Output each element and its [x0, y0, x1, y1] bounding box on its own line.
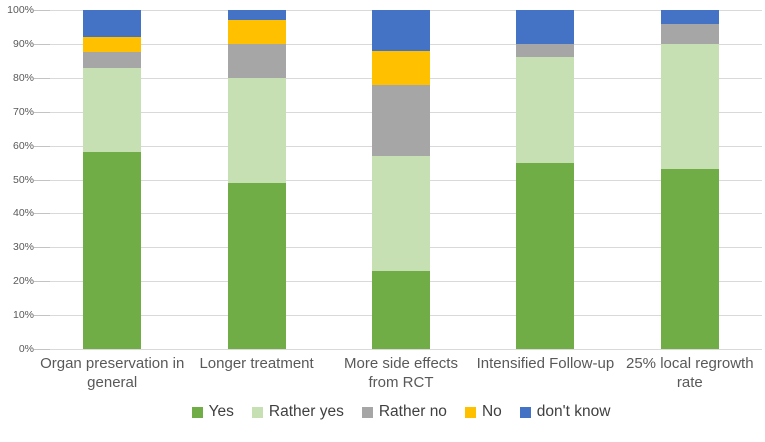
bar-stack	[372, 10, 430, 349]
y-axis-tick	[34, 349, 50, 350]
y-axis-tick-label: 10%	[12, 309, 34, 322]
bar-segment-yes	[227, 182, 286, 349]
y-axis-tick-label: 100%	[7, 4, 34, 16]
bar-segment-no	[372, 50, 430, 85]
y-axis-tick	[34, 315, 50, 317]
y-axis-tick	[34, 10, 50, 11]
legend-item: Yes	[191, 403, 234, 421]
bar-segment-don-t-know	[516, 10, 575, 44]
bar-segment-don-t-know	[83, 10, 142, 38]
y-axis-tick-label: 50%	[12, 173, 34, 186]
legend-label: No	[481, 403, 502, 420]
legend-item: Rather yes	[251, 403, 344, 421]
y-axis-tick-label: 60%	[12, 139, 34, 152]
y-axis-tick	[34, 247, 50, 249]
bar-segment-rather-yes	[372, 155, 430, 272]
legend-label: Yes	[208, 403, 234, 420]
legend-marker-icon	[361, 406, 373, 418]
bar-segment-rather-no	[83, 52, 142, 68]
legend-marker-icon	[191, 406, 203, 418]
y-axis-tick-label: 90%	[12, 37, 34, 50]
legend-item: No	[464, 403, 502, 421]
bar-segment-rather-yes	[660, 43, 719, 170]
category-label: More side effects from RCT	[344, 355, 458, 391]
y-axis-tick	[34, 179, 50, 181]
bar-stack	[83, 10, 142, 349]
y-axis-tick	[34, 43, 50, 45]
y-axis-tick-label: 70%	[12, 105, 34, 118]
plot-area	[34, 10, 762, 350]
bar-segment-rather-no	[372, 84, 430, 156]
bar-segment-yes	[660, 169, 719, 349]
bar-segment-no	[227, 20, 286, 44]
y-axis-tick-label: 40%	[12, 207, 34, 220]
gridline	[34, 349, 762, 350]
y-axis-tick-label: 0%	[18, 343, 34, 355]
legend: Yes Rather yes Rather no No don't know	[40, 403, 762, 421]
legend-label: Rather yes	[268, 403, 344, 420]
legend-label: don't know	[536, 403, 611, 420]
bar-segment-rather-yes	[83, 67, 142, 153]
bar-segment-rather-yes	[516, 57, 575, 163]
legend-marker-icon	[464, 406, 476, 418]
category-label: 25% local regrowth rate	[626, 355, 754, 391]
bar-stack	[660, 10, 719, 349]
bar-segment-yes	[372, 271, 430, 349]
y-axis-tick	[34, 281, 50, 283]
bar-segment-don-t-know	[660, 10, 719, 24]
bar-segment-don-t-know	[372, 10, 430, 51]
bar-segment-don-t-know	[227, 10, 286, 21]
bar-segment-rather-no	[516, 43, 575, 58]
bar-segment-yes	[516, 162, 575, 349]
y-axis-tick	[34, 213, 50, 215]
y-axis-tick	[34, 145, 50, 147]
category-label: Organ preservation in general	[40, 355, 185, 391]
bar-segment-yes	[83, 152, 142, 349]
bar-stack	[516, 10, 575, 349]
legend-marker-icon	[251, 406, 263, 418]
y-axis-tick-label: 20%	[12, 275, 34, 288]
bar-stack	[227, 10, 286, 349]
legend-marker-icon	[519, 406, 531, 418]
bar-segment-rather-no	[660, 23, 719, 44]
category-label: Intensified Follow-up	[476, 355, 615, 372]
y-axis-tick-label: 30%	[12, 241, 34, 254]
y-axis-tick	[34, 77, 50, 79]
category-label: Longer treatment	[199, 355, 314, 372]
y-axis-tick	[34, 111, 50, 113]
legend-item: don't know	[519, 403, 611, 421]
legend-item: Rather no	[361, 403, 447, 421]
bar-segment-no	[83, 37, 142, 53]
bar-segment-rather-yes	[227, 77, 286, 183]
y-axis-tick-label: 80%	[12, 71, 34, 84]
bar-segment-rather-no	[227, 43, 286, 78]
legend-label: Rather no	[378, 403, 447, 420]
